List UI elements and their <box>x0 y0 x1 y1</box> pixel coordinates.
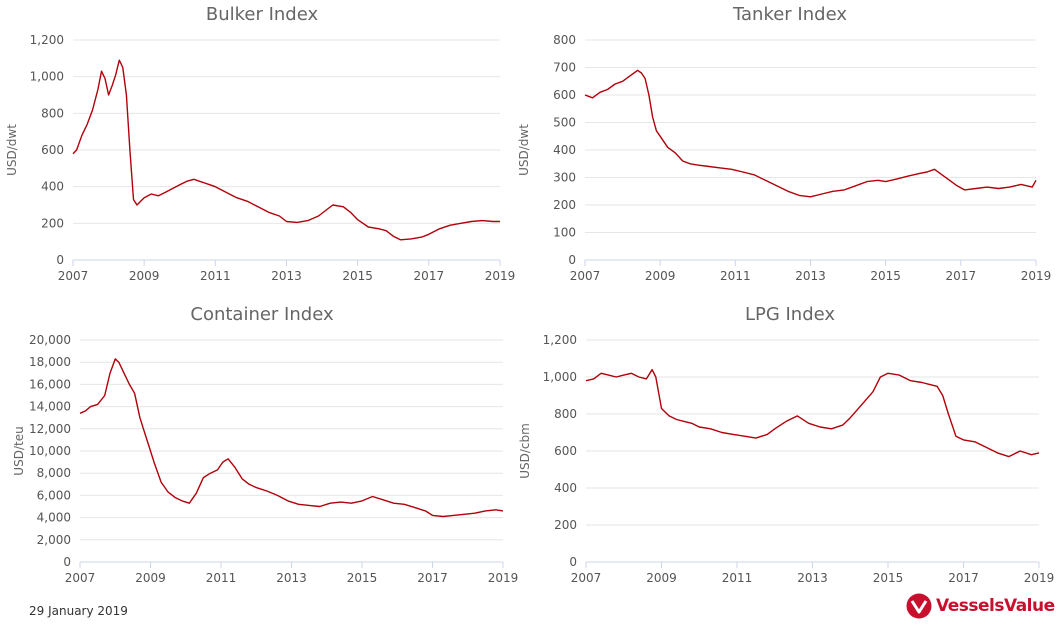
x-tick-label: 2009 <box>129 269 160 283</box>
x-tick-label: 2015 <box>347 571 378 585</box>
x-tick-label: 2009 <box>646 571 677 585</box>
y-axis-title: USD/teu <box>12 426 26 475</box>
y-tick-label: 800 <box>41 106 64 120</box>
x-tick-label: 2019 <box>1024 571 1055 585</box>
y-tick-label: 700 <box>553 61 576 75</box>
y-tick-label: 400 <box>41 180 64 194</box>
y-axis-title: USD/dwt <box>517 124 531 176</box>
chart-tanker-index: Tanker Index USD/dwt 0 100 200 300 400 500 600 70… <box>517 4 1051 283</box>
x-tick-label: 2017 <box>414 269 445 283</box>
y-tick-label: 0 <box>63 555 71 569</box>
x-tick-label: 2017 <box>946 269 977 283</box>
index-charts-panel: Bulker Index USD/dwt 0 200 400 600 800 1,000 1,2… <box>5 4 1054 585</box>
x-tick-label: 2009 <box>645 269 676 283</box>
y-tick-label: 600 <box>41 143 64 157</box>
chart-lpg-index: LPG Index USD/cbm 0 200 400 600 800 1,000 1,200 2… <box>518 304 1054 585</box>
x-tick-label: 2007 <box>571 571 602 585</box>
x-tick-label: 2015 <box>870 269 901 283</box>
y-tick-label: 800 <box>553 33 576 47</box>
y-tick-label: 300 <box>553 171 576 185</box>
y-tick-label: 600 <box>554 444 577 458</box>
series-line <box>72 59 500 241</box>
y-tick-label: 14,000 <box>29 400 71 414</box>
brand-logo: VesselsValue <box>906 592 1055 620</box>
x-tick-label: 2013 <box>795 269 826 283</box>
y-tick-label: 2,000 <box>37 533 71 547</box>
y-tick-label: 4,000 <box>37 511 71 525</box>
y-tick-label: 10,000 <box>29 444 71 458</box>
y-tick-label: 400 <box>554 481 577 495</box>
x-tick-label: 2013 <box>276 571 307 585</box>
y-tick-label: 800 <box>554 407 577 421</box>
x-tick-label: 2011 <box>206 571 237 585</box>
y-tick-label: 0 <box>56 253 64 267</box>
y-tick-label: 1,000 <box>30 70 64 84</box>
y-tick-label: 1,000 <box>543 370 577 384</box>
y-tick-label: 200 <box>553 198 576 212</box>
y-tick-label: 0 <box>568 253 576 267</box>
y-axis-title: USD/cbm <box>518 423 532 479</box>
chart-title: LPG Index <box>745 304 835 325</box>
chart-bulker-index: Bulker Index USD/dwt 0 200 400 600 800 1,000 1,2… <box>5 4 515 283</box>
x-tick-label: 2011 <box>200 269 231 283</box>
y-tick-label: 1,200 <box>30 33 64 47</box>
x-tick-label: 2009 <box>135 571 166 585</box>
x-tick-label: 2007 <box>58 269 89 283</box>
x-tick-label: 2017 <box>417 571 448 585</box>
y-tick-label: 200 <box>41 216 64 230</box>
y-tick-label: 20,000 <box>29 333 71 347</box>
y-axis-title: USD/dwt <box>5 124 19 176</box>
chart-title: Container Index <box>190 304 334 325</box>
x-tick-label: 2013 <box>797 571 828 585</box>
y-tick-label: 18,000 <box>29 355 71 369</box>
y-tick-label: 100 <box>553 226 576 240</box>
y-tick-label: 500 <box>553 116 576 130</box>
x-tick-label: 2015 <box>342 269 373 283</box>
x-tick-label: 2015 <box>873 571 904 585</box>
chart-title: Tanker Index <box>732 4 847 25</box>
y-tick-label: 400 <box>553 143 576 157</box>
x-tick-label: 2007 <box>570 269 601 283</box>
chart-title: Bulker Index <box>206 4 319 25</box>
y-tick-label: 8,000 <box>37 466 71 480</box>
x-tick-label: 2019 <box>488 571 519 585</box>
y-tick-label: 6,000 <box>37 488 71 502</box>
brand-name: VesselsValue <box>936 596 1055 616</box>
x-tick-label: 2011 <box>722 571 753 585</box>
series-line <box>79 358 504 518</box>
y-tick-label: 16,000 <box>29 377 71 391</box>
report-date: 29 January 2019 <box>29 604 128 618</box>
x-tick-label: 2019 <box>485 269 516 283</box>
y-tick-label: 0 <box>569 555 577 569</box>
y-tick-label: 12,000 <box>29 422 71 436</box>
y-tick-label: 1,200 <box>543 333 577 347</box>
x-tick-label: 2019 <box>1021 269 1052 283</box>
y-tick-label: 200 <box>554 518 577 532</box>
chart-container-index: Container Index USD/teu 0 2,000 4,000 6,000 8,… <box>12 304 518 585</box>
x-tick-label: 2013 <box>271 269 302 283</box>
series-line <box>584 69 1037 198</box>
y-tick-label: 600 <box>553 88 576 102</box>
vesselsvalue-logo-icon <box>906 593 932 619</box>
x-tick-label: 2011 <box>720 269 751 283</box>
series-line <box>585 368 1040 458</box>
x-tick-label: 2017 <box>948 571 979 585</box>
x-tick-label: 2007 <box>65 571 96 585</box>
